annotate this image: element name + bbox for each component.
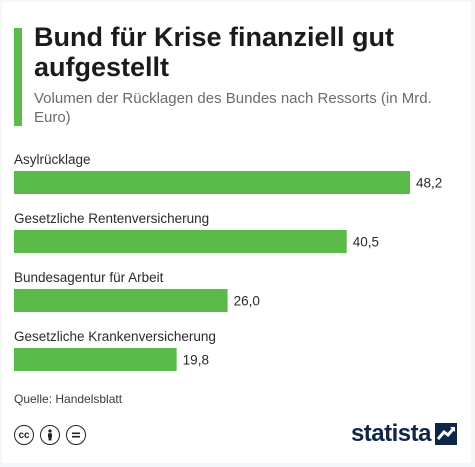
- bar[interactable]: [14, 171, 410, 194]
- title-accent-bar: [14, 28, 22, 126]
- license-icons: cc: [14, 425, 86, 445]
- cc-icon[interactable]: cc: [14, 425, 34, 445]
- bar[interactable]: [14, 289, 228, 312]
- value-label: 26,0: [234, 294, 260, 309]
- statista-mark-icon: [435, 423, 457, 445]
- by-icon[interactable]: [40, 425, 60, 445]
- value-label: 40,5: [353, 235, 379, 250]
- chart-title: Bund für Krise finanziell gut aufgestell…: [34, 22, 395, 82]
- value-label: 19,8: [183, 353, 209, 368]
- category-label: Gesetzliche Rentenversicherung: [14, 211, 209, 226]
- value-label: 48,2: [416, 176, 442, 191]
- chart-subtitle: Volumen der Rücklagen des Bundes nach Re…: [34, 90, 432, 126]
- statista-logo[interactable]: statista: [351, 420, 457, 448]
- bar[interactable]: [14, 348, 177, 371]
- nd-icon[interactable]: [66, 425, 86, 445]
- bar[interactable]: [14, 230, 347, 253]
- category-label: Asylrücklage: [14, 152, 91, 167]
- category-label: Gesetzliche Krankenversicherung: [14, 329, 216, 344]
- source-note: Quelle: Handelsblatt: [14, 392, 123, 406]
- category-label: Bundesagentur für Arbeit: [14, 270, 164, 285]
- brand-name: statista: [350, 420, 432, 447]
